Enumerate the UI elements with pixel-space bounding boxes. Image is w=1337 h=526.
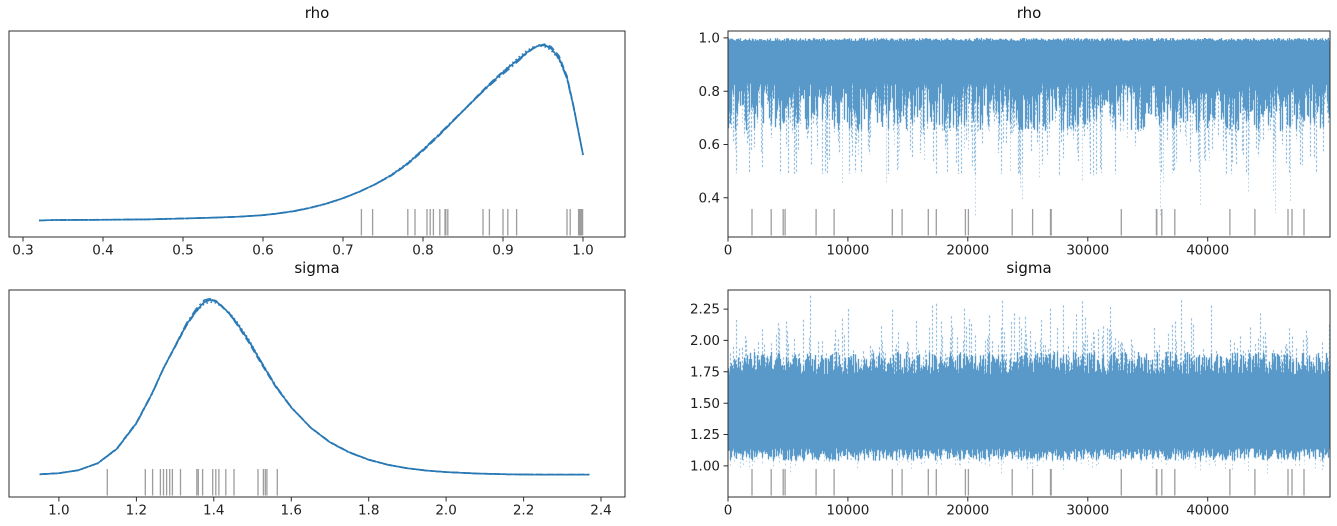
x-tick-label: 20000 [946,503,989,519]
x-tick-label: 1.4 [203,503,224,519]
x-tick-label: 0.5 [172,243,193,259]
divergence-rug-marks [751,469,1305,496]
divergence-rug-marks [751,209,1305,236]
x-tick-label: 2.2 [513,503,534,519]
kde-line-chain-2 [39,297,590,476]
axis-tick-marks [22,237,584,242]
title-sigma-trace: sigma [1006,259,1052,277]
x-tick-label: 0 [724,243,733,259]
x-tick-label: 30000 [1066,503,1109,519]
x-tick-label: 2.4 [590,503,611,519]
kde-line-chain-3 [39,301,590,476]
y-tick-label: 0.8 [699,84,720,100]
title-sigma-density: sigma [294,259,340,277]
x-tick-label: 0.7 [332,243,353,259]
trace-excursions [728,83,1330,174]
trace-core [727,351,1331,461]
kde-line-chain-1 [39,298,590,476]
y-tick-label: 1.00 [690,459,720,475]
kde-line-chain-2 [38,43,584,222]
axis-tick-marks [58,497,602,502]
x-tick-label: 0.3 [12,243,33,259]
y-tick-label: 1.50 [690,396,720,412]
title-rho-trace: rho [1016,4,1042,22]
y-tick-label: 2.25 [690,302,720,318]
axis-tick-marks [723,308,1209,502]
x-tick-label: 10000 [826,503,869,519]
trace-extremes [729,448,1326,475]
trace-excursions [728,295,1331,375]
x-tick-label: 40000 [1186,243,1229,259]
kde-line-chain-0 [39,299,590,476]
x-tick-label: 40000 [1186,503,1229,519]
divergence-rug-marks [106,469,278,496]
x-tick-label: 1.2 [126,503,147,519]
x-tick-label: 0 [724,503,733,519]
x-tick-label: 0.8 [412,243,433,259]
x-tick-label: 1.8 [358,503,379,519]
x-tick-label: 0.9 [492,243,513,259]
x-tick-label: 10000 [826,243,869,259]
y-tick-label: 0.4 [699,190,720,206]
kde-line-chain-0 [38,44,584,222]
axis-tick-marks [723,37,1209,242]
x-tick-label: 1.6 [281,503,302,519]
x-tick-label: 1.0 [572,243,593,259]
x-tick-label: 20000 [946,243,989,259]
axes-frame [8,30,626,238]
x-tick-label: 0.4 [92,243,113,259]
x-tick-label: 2.0 [435,503,456,519]
x-tick-label: 1.0 [48,503,69,519]
y-tick-label: 2.00 [690,333,720,349]
axes-frame [8,289,626,498]
divergence-rug-marks [360,209,584,236]
title-rho-density: rho [304,4,330,22]
axes-frame [727,289,1331,498]
axes-frame [727,30,1331,238]
kde-line-chain-3 [38,45,584,222]
y-tick-label: 1.0 [699,31,720,47]
kde-line-chain-1 [38,43,584,222]
trace-core [727,37,1331,132]
x-tick-label: 30000 [1066,243,1109,259]
x-tick-label: 0.6 [252,243,273,259]
trace-extremes [734,84,1311,217]
y-tick-label: 0.6 [699,137,720,153]
y-tick-label: 1.75 [690,364,720,380]
y-tick-label: 1.25 [690,427,720,443]
